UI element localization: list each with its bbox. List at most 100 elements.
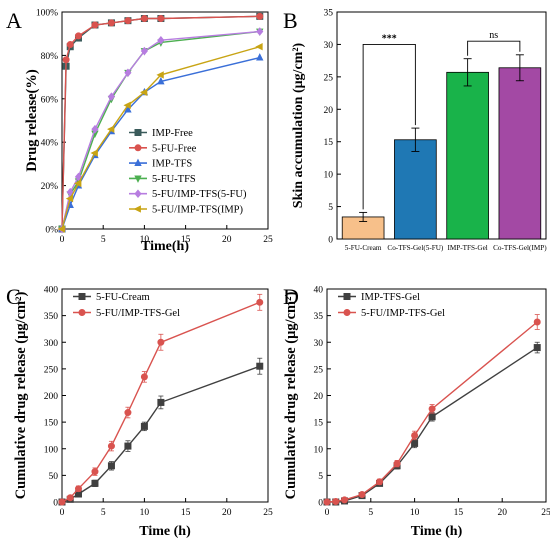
- data-point: [393, 460, 401, 468]
- data-point: [91, 21, 99, 29]
- x-tick-label: 5: [368, 508, 373, 518]
- data-point: [256, 53, 264, 61]
- legend-label: 5-FU-Free: [152, 143, 197, 154]
- y-tick-label: 5: [328, 203, 333, 213]
- x-tick-label: 25: [263, 235, 273, 245]
- legend: 5-FU-Cream 5-FU/IMP-TFS-Gel: [73, 292, 180, 319]
- y-tick-label: 25: [324, 73, 334, 83]
- data-point: [157, 35, 165, 45]
- x-tick-label: 20: [222, 235, 232, 245]
- data-point: [124, 409, 132, 417]
- legend-key-marker: [78, 308, 86, 316]
- y-tick-label: 20: [314, 392, 324, 402]
- y-tick-label: 25: [314, 365, 324, 375]
- data-point: [107, 462, 115, 470]
- significance-label: ns: [489, 30, 498, 41]
- y-axis-label: Skin accumulation (μg/cm²): [291, 42, 306, 208]
- y-tick-label: 10: [324, 171, 334, 181]
- data-point: [62, 56, 70, 64]
- y-tick-label: 250: [44, 365, 59, 375]
- data-point: [91, 468, 99, 476]
- legend-label: 5-FU/IMP-TFS(IMP): [152, 205, 244, 216]
- y-tick-label: 200: [44, 392, 59, 402]
- significance-label: ***: [382, 33, 397, 44]
- x-tick-label: 5: [101, 235, 106, 245]
- data-point: [107, 19, 115, 27]
- y-tick-label: 80%: [41, 52, 59, 62]
- data-point: [140, 373, 148, 381]
- legend-label: 5-FU/IMP-TFS-Gel: [96, 308, 180, 319]
- x-tick-label: 10: [140, 508, 150, 518]
- data-point: [428, 405, 436, 413]
- data-point: [255, 43, 263, 51]
- legend-key-marker: [134, 175, 142, 183]
- category-label: Co-TFS-Gel(IMP): [493, 244, 547, 252]
- series-1: [58, 293, 264, 506]
- data-point: [123, 101, 131, 109]
- y-axis-label: Drug release(%): [24, 69, 40, 172]
- significance-bracket: [467, 40, 521, 56]
- data-point: [74, 172, 83, 182]
- data-point: [107, 442, 115, 450]
- x-tick-label: 5: [101, 508, 106, 518]
- data-point: [124, 442, 132, 450]
- data-point: [533, 344, 541, 352]
- legend-key-marker: [343, 292, 351, 300]
- data-point: [74, 32, 82, 40]
- data-point: [124, 17, 132, 25]
- y-tick-label: 300: [44, 339, 59, 349]
- y-tick-label: 0%: [45, 226, 58, 236]
- data-point: [533, 318, 541, 326]
- legend-key-marker: [134, 144, 142, 152]
- data-point: [90, 149, 98, 157]
- data-point: [106, 125, 115, 133]
- data-point: [91, 479, 99, 487]
- legend-label: 5-FU-TFS: [152, 174, 196, 185]
- legend-label: 5-FU-Cream: [96, 292, 150, 303]
- y-tick-label: 50: [49, 472, 59, 482]
- legend-label: IMP-TFS: [152, 159, 192, 170]
- data-point: [124, 68, 132, 78]
- panel-label: D: [283, 284, 299, 309]
- y-tick-label: 100: [44, 445, 59, 455]
- legend: IMP-Free 5-FU-Free IMP-TFS 5-FU-TFS 5-FU/IMP…: [129, 128, 247, 216]
- panel-label: A: [6, 8, 22, 33]
- panel-label: B: [283, 8, 298, 33]
- x-tick-label: 25: [541, 508, 550, 518]
- data-point: [428, 413, 436, 421]
- series-line: [327, 347, 538, 503]
- data-point: [65, 194, 74, 203]
- data-point: [323, 498, 331, 506]
- legend-key-marker: [134, 158, 142, 166]
- series-0: [58, 357, 264, 506]
- y-tick-label: 400: [44, 286, 59, 296]
- data-point: [341, 496, 349, 504]
- data-point: [107, 92, 116, 101]
- y-tick-label: 30: [314, 339, 324, 349]
- data-point: [91, 124, 99, 134]
- data-point: [256, 298, 264, 306]
- y-tick-label: 35: [324, 9, 334, 19]
- data-point: [140, 46, 148, 56]
- series-1: [58, 12, 264, 233]
- y-tick-label: 20: [324, 106, 334, 116]
- y-tick-label: 60%: [41, 95, 59, 105]
- y-tick-label: 20%: [41, 182, 59, 192]
- legend-label: IMP-TFS-Gel: [361, 292, 420, 303]
- category-label: IMP-TFS-Gel: [447, 244, 487, 252]
- significance-bracket: [362, 43, 416, 210]
- legend-key-marker: [343, 308, 351, 316]
- panel-label: C: [6, 284, 21, 309]
- data-point: [66, 41, 74, 49]
- y-tick-label: 30: [324, 41, 334, 51]
- data-point: [140, 422, 148, 430]
- category-label: Co-TFS-Gel(5-FU): [387, 244, 444, 252]
- x-tick-label: 0: [60, 235, 65, 245]
- x-tick-label: 15: [454, 508, 464, 518]
- series-0: [323, 341, 541, 506]
- data-point: [156, 71, 164, 79]
- y-tick-label: 0: [318, 499, 323, 509]
- plot-frame: [61, 11, 269, 230]
